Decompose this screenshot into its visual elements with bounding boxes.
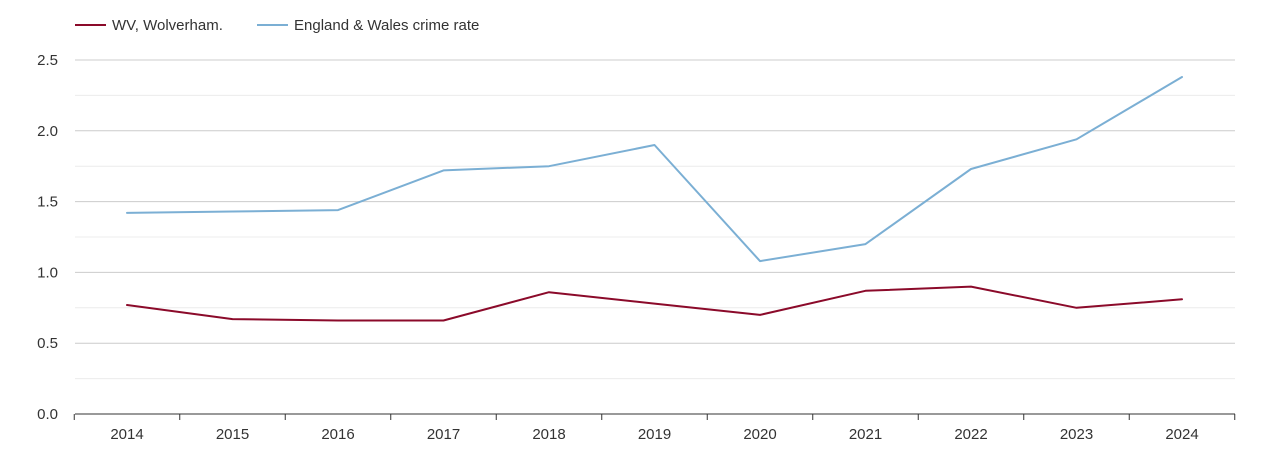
y-tick-label: 0.0 (37, 406, 58, 423)
y-tick-label: 0.5 (37, 335, 58, 352)
series-layer (126, 76, 1183, 322)
legend-label-england-wales: England & Wales crime rate (294, 17, 479, 34)
x-tick-label: 2017 (427, 426, 460, 443)
y-tick-label: 1.0 (37, 264, 58, 281)
x-axis: 2014 2015 2016 2017 2018 2019 2020 2021 2022 2023… (73, 413, 1236, 443)
y-axis: 0.0 0.5 1.0 1.5 2.0 2.5 (37, 52, 58, 423)
x-tick-label: 2022 (954, 426, 987, 443)
gridlines (75, 59, 1235, 380)
legend-item-england-wales[interactable]: England & Wales crime rate (257, 17, 479, 34)
y-tick-label: 2.5 (37, 52, 58, 69)
x-tick-label: 2019 (638, 426, 671, 443)
legend-label-wv: WV, Wolverham. (112, 17, 223, 34)
x-tick-label: 2021 (849, 426, 882, 443)
x-tick-label: 2018 (532, 426, 565, 443)
y-tick-label: 1.5 (37, 194, 58, 211)
y-tick-label: 2.0 (37, 123, 58, 140)
legend-item-wv[interactable]: WV, Wolverham. (75, 17, 223, 34)
x-tick-label: 2015 (216, 426, 249, 443)
x-tick-label: 2016 (321, 426, 354, 443)
x-tick-label: 2023 (1060, 426, 1093, 443)
x-tick-label: 2014 (110, 426, 143, 443)
x-tick-label: 2024 (1165, 426, 1198, 443)
x-tick-label: 2020 (743, 426, 776, 443)
legend: WV, Wolverham. England & Wales crime rat… (75, 17, 479, 34)
series-line-wv (126, 285, 1183, 322)
series-line-england-wales (126, 76, 1183, 263)
